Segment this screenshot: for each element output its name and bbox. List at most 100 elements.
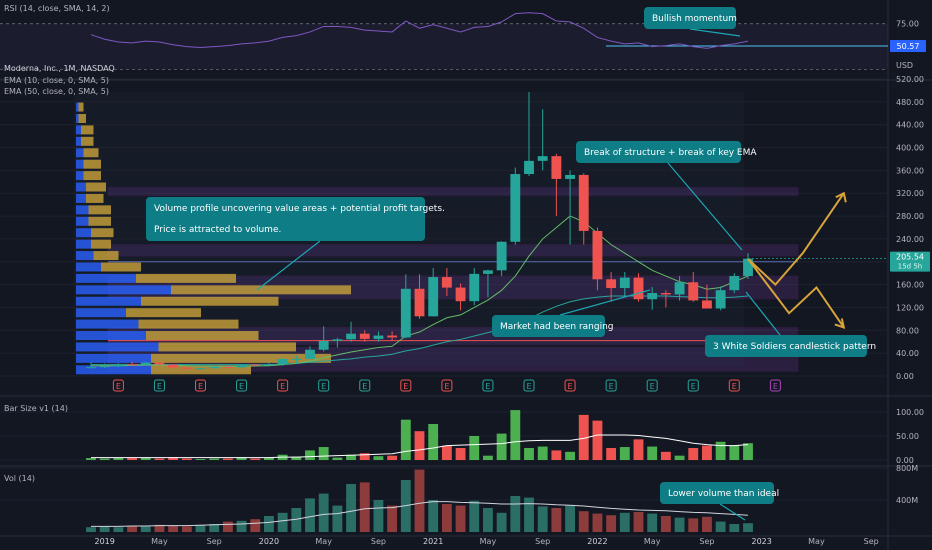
projection-path-down <box>747 258 845 329</box>
volume-profile-bar-up <box>76 353 151 363</box>
volume-profile-bar-down <box>141 296 279 306</box>
volume-bar <box>469 500 480 532</box>
bar-size-bar <box>743 443 753 460</box>
bar-size-bar <box>578 414 589 460</box>
candle-body <box>729 276 740 291</box>
bar-size-bar <box>551 450 562 460</box>
volume-profile-bar-down <box>151 365 251 375</box>
candle-body <box>469 273 480 302</box>
volume-bar <box>428 500 439 532</box>
volume-bar <box>387 505 398 532</box>
lower-volume-callout-pointer <box>719 503 746 521</box>
price-tick-label: 0.00 <box>896 372 914 381</box>
volume-bar <box>99 526 110 532</box>
bar-size-bar <box>455 448 466 460</box>
projection-arrowhead <box>835 191 847 203</box>
candle-body <box>551 156 562 179</box>
candle-body <box>236 364 247 368</box>
three-soldiers-callout-pointer <box>745 291 781 336</box>
candle-body <box>660 293 671 295</box>
earnings-label: E <box>773 382 778 391</box>
volume-profile-bar-up <box>76 228 91 238</box>
break-structure-callout-pointer <box>667 162 743 251</box>
barsize-tick-label: 100.00 <box>896 408 924 417</box>
bar-size-indicator-label[interactable]: Bar Size v1 (14) <box>4 404 68 413</box>
volume-profile-bar-up <box>76 171 84 181</box>
volume-bar <box>688 518 699 532</box>
price-tick-label: 80.00 <box>896 326 919 335</box>
candle-body <box>332 339 343 341</box>
bar-size-bar <box>400 419 411 460</box>
volume-profile-bar-up <box>76 262 101 272</box>
volume-profile-bar-down <box>138 319 239 329</box>
price-tick-label: 240.00 <box>896 235 924 244</box>
volume-indicator-label[interactable]: Vol (14) <box>4 474 35 483</box>
volume-bar <box>414 469 425 532</box>
ema50-indicator-label[interactable]: EMA (50, close, 0, SMA, 5) <box>4 87 109 96</box>
volume-bar <box>277 512 288 532</box>
volume-bar <box>483 508 493 532</box>
volume-profile-bar-up <box>76 125 81 135</box>
volume-bar <box>633 512 644 532</box>
bar-size-bar <box>729 445 740 460</box>
bar-size-bar <box>469 436 480 460</box>
candle-body <box>181 367 192 369</box>
earnings-label: E <box>280 382 285 391</box>
bar-size-bar <box>702 445 712 460</box>
earnings-label: E <box>403 382 408 391</box>
volume-tick-label: 400M <box>896 496 918 505</box>
projection-path-up <box>747 192 845 287</box>
volume-profile-callout-box <box>146 197 425 241</box>
bar-size-bar <box>592 420 603 460</box>
volume-profile-bar-down <box>78 113 86 123</box>
bar-size-bar <box>86 458 96 460</box>
candle-body <box>99 366 110 368</box>
ranging-callout-pointer <box>559 289 651 316</box>
volume-profile-bar-down <box>93 251 119 261</box>
rsi-band <box>0 23 888 70</box>
earnings-label: E <box>362 382 367 391</box>
bar-size-bar <box>387 455 398 460</box>
earnings-label: E <box>157 382 162 391</box>
volume-tick-label: 800M <box>896 464 918 473</box>
candle-body <box>318 340 329 350</box>
volume-bar <box>113 527 124 532</box>
volume-bar <box>346 484 356 532</box>
candle-body <box>537 156 548 161</box>
price-tick-label: 320.00 <box>896 189 924 198</box>
candle-body <box>633 277 644 300</box>
volume-profile-bar-down <box>83 159 101 169</box>
volume-profile-bar-up <box>76 239 91 249</box>
ema10-indicator-label[interactable]: EMA (10, close, 0, SMA, 5) <box>4 76 109 85</box>
earnings-marker <box>277 379 289 392</box>
volume-bar <box>373 500 384 532</box>
bar-size-bar <box>346 454 356 460</box>
time-axis-label: Sep <box>699 537 714 546</box>
volume-profile-bar-up <box>76 296 141 306</box>
support-resistance-zone <box>107 187 799 196</box>
earnings-label: E <box>568 382 573 391</box>
rsi-line <box>90 12 749 49</box>
earnings-marker <box>769 379 781 392</box>
rsi-value-label: 50.57 <box>897 42 920 51</box>
bar-size-bar <box>619 447 630 460</box>
earnings-label: E <box>116 382 121 391</box>
volume-bar <box>332 505 343 532</box>
earnings-marker <box>195 379 206 392</box>
earnings-label: E <box>444 382 449 391</box>
candle-body <box>250 364 261 366</box>
volume-profile-bar-down <box>151 353 331 363</box>
last-price-box <box>890 251 930 272</box>
candle-body <box>400 288 411 338</box>
rsi-indicator-label[interactable]: RSI (14, close, SMA, 14, 2) <box>4 4 110 13</box>
earnings-label: E <box>239 382 244 391</box>
volume-bar <box>140 526 151 532</box>
time-axis-label: Sep <box>535 537 550 546</box>
candle-body <box>592 230 603 280</box>
volume-bar <box>702 516 712 532</box>
candle-body <box>264 364 274 366</box>
earnings-marker <box>523 379 535 392</box>
volume-bar <box>264 516 274 532</box>
earnings-label: E <box>650 382 655 391</box>
